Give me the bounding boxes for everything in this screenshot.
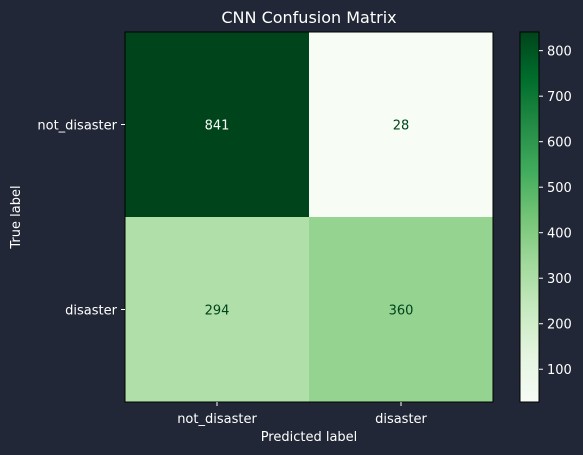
colorbar-tick-label: 100 <box>547 363 572 378</box>
colorbar-tick-label: 300 <box>547 272 572 287</box>
cell-value-label: 294 <box>205 304 230 319</box>
y-tick-label: not_disaster <box>37 119 117 134</box>
cell-value-label: 360 <box>389 304 414 319</box>
x-axis-label: Predicted label <box>261 430 358 445</box>
colorbar-tick-label: 800 <box>547 45 572 60</box>
colorbar-tick-label: 700 <box>547 90 572 105</box>
x-tick-label: disaster <box>375 412 427 427</box>
x-tick-label: not_disaster <box>177 412 257 427</box>
heatmap-cells: 841 28 294 360 <box>125 32 493 402</box>
chart-title: CNN Confusion Matrix <box>221 8 396 27</box>
y-axis-label: True label <box>9 185 24 249</box>
y-tick-label: disaster <box>65 304 117 319</box>
colorbar-tick-label: 400 <box>547 227 572 242</box>
y-axis-ticks: not_disaster disaster <box>37 119 125 319</box>
colorbar-ticks: 100 200 300 400 500 600 700 800 <box>539 45 572 378</box>
colorbar-tick-label: 600 <box>547 136 572 151</box>
cell-value-label: 841 <box>205 119 230 134</box>
x-axis-ticks: not_disaster disaster <box>177 402 428 427</box>
colorbar <box>519 31 540 403</box>
heatmap-cell <box>309 32 493 217</box>
heatmap-cell <box>309 217 493 402</box>
cell-value-label: 28 <box>393 119 410 134</box>
heatmap-cell <box>125 217 309 402</box>
heatmap-cell <box>125 32 309 217</box>
colorbar-tick-label: 200 <box>547 318 572 333</box>
colorbar-tick-label: 500 <box>547 181 572 196</box>
plot-frame <box>124 31 494 403</box>
